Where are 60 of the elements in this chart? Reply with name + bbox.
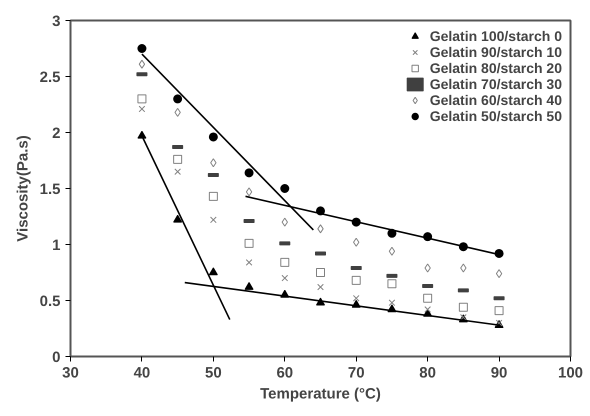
legend-label: Gelatin 90/starch 10 — [430, 44, 562, 60]
point — [388, 246, 396, 256]
x-tick-label: 80 — [419, 364, 436, 382]
point — [280, 258, 290, 267]
y-tick-label: 1.5 — [40, 181, 61, 198]
legend-label: Gelatin 80/starch 20 — [430, 60, 562, 76]
point — [138, 60, 146, 69]
point — [210, 158, 217, 168]
point — [317, 224, 324, 234]
point — [173, 94, 182, 104]
point — [173, 154, 182, 164]
legend-label: Gelatin 70/starch 30 — [430, 76, 562, 92]
legend-label: Gelatin 50/starch 50 — [430, 108, 562, 124]
point — [460, 264, 467, 273]
x-tick-label: 40 — [134, 364, 150, 382]
point — [137, 94, 146, 104]
point — [208, 267, 218, 276]
legend-label: Gelatin 100/starch 0 — [430, 28, 562, 44]
x-tick-label: 30 — [62, 364, 79, 382]
x-axis-title: Temperature (°C) — [260, 386, 381, 402]
point — [317, 284, 324, 290]
y-tick-label: 2 — [52, 125, 60, 142]
x-tick-label: 60 — [276, 364, 294, 382]
point — [424, 306, 431, 313]
point — [174, 108, 181, 117]
x-tick-label: 90 — [490, 364, 508, 382]
point — [280, 184, 290, 193]
point — [281, 274, 288, 282]
point — [352, 294, 360, 302]
point — [246, 187, 252, 196]
point — [388, 299, 396, 306]
point — [494, 306, 504, 316]
y-tick-label: 0 — [52, 349, 60, 366]
point — [138, 106, 146, 112]
point — [137, 44, 146, 53]
point — [208, 132, 218, 142]
legend-label: Gelatin 60/starch 40 — [430, 92, 562, 108]
point — [423, 294, 432, 303]
point — [174, 168, 181, 176]
point — [424, 264, 431, 273]
point — [316, 268, 325, 277]
y-tick-label: 0.5 — [40, 293, 61, 310]
point — [244, 238, 254, 248]
point — [173, 214, 182, 223]
point — [496, 269, 502, 278]
point — [352, 276, 361, 285]
point — [458, 302, 468, 312]
point — [244, 168, 254, 178]
point — [210, 216, 217, 224]
point — [208, 192, 218, 201]
x-tick-label: 100 — [558, 364, 584, 382]
point — [244, 282, 254, 290]
y-tick-label: 3 — [52, 13, 60, 30]
x-tick-label: 50 — [205, 364, 222, 382]
point — [387, 279, 396, 288]
y-tick-label: 2.5 — [40, 69, 61, 86]
point — [246, 259, 252, 266]
x-tick-label: 70 — [348, 364, 365, 382]
y-tick-label: 1 — [52, 237, 60, 254]
y-axis-title: Viscosity(Pa.s) — [14, 135, 32, 242]
